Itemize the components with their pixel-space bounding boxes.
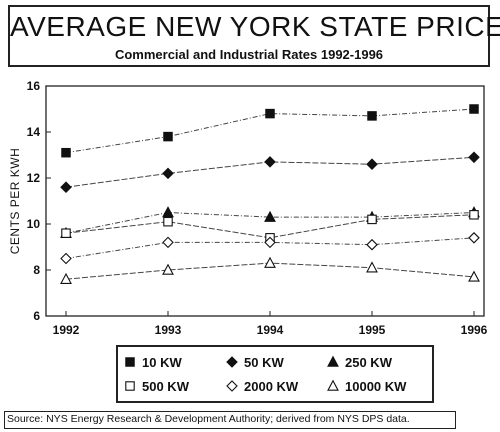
y-tick-label-8: 8 [33, 263, 40, 277]
y-tick-label-6: 6 [33, 309, 40, 323]
series-2000-kw [60, 232, 480, 265]
data-point [468, 270, 480, 282]
legend-marker [327, 379, 339, 391]
data-point [469, 104, 479, 114]
data-point [60, 252, 72, 265]
legend-item: 50 KW [226, 355, 284, 370]
data-point [367, 111, 377, 121]
series-line [65, 211, 475, 234]
x-tick-label-1993: 1993 [155, 323, 182, 337]
source-note: Source: NYS Energy Research & Developmen… [4, 411, 456, 429]
series-10000-kw [60, 256, 480, 284]
y-tick-label-10: 10 [27, 217, 41, 231]
data-point [468, 151, 480, 164]
legend-label: 500 KW [142, 379, 190, 394]
x-tick-label-1996: 1996 [461, 323, 488, 337]
data-point [162, 206, 174, 218]
legend-marker [327, 355, 339, 367]
data-point [162, 263, 174, 275]
data-point [60, 272, 72, 284]
plot-area-border [45, 85, 485, 317]
legend-item: 2000 KW [226, 379, 299, 394]
y-tick-label-12: 12 [27, 171, 41, 185]
data-point [163, 131, 173, 142]
y-tick-label-16: 16 [27, 79, 41, 93]
data-point [366, 261, 378, 273]
data-point [162, 167, 174, 180]
series-50-kw [60, 151, 480, 193]
data-point [264, 256, 276, 268]
chart-subtitle: Commercial and Industrial Rates 1992-199… [114, 47, 384, 62]
y-axis-label: CENTS PER KWH [8, 148, 22, 255]
legend-item: 250 KW [327, 355, 393, 370]
data-point [366, 158, 378, 170]
x-tick-label-1995: 1995 [359, 323, 386, 337]
data-point [469, 210, 479, 220]
x-tick-label-1994: 1994 [257, 323, 284, 337]
legend-label: 10000 KW [345, 379, 407, 394]
series-line [65, 237, 475, 259]
data-point [61, 228, 71, 238]
legend-label: 250 KW [345, 355, 393, 370]
legend-item: 500 KW [125, 379, 190, 394]
data-point [264, 236, 276, 249]
data-point [264, 156, 276, 168]
legend-label: 50 KW [244, 355, 284, 370]
data-point [264, 210, 276, 222]
x-tick-label-1992: 1992 [53, 323, 80, 337]
series-10-kw [61, 104, 479, 158]
series-250-kw [60, 206, 480, 238]
legend-marker [226, 380, 238, 392]
data-point [163, 216, 173, 227]
data-point [468, 232, 480, 244]
data-point [61, 147, 71, 158]
chart-title: AVERAGE NEW YORK STATE PRICES [10, 11, 500, 42]
data-point [367, 214, 377, 225]
data-point [366, 238, 378, 251]
y-tick-label-14: 14 [27, 125, 41, 139]
data-point [265, 108, 275, 119]
legend-label: 2000 KW [244, 379, 299, 394]
legend-marker [226, 356, 238, 368]
data-point [162, 236, 174, 249]
title-box: AVERAGE NEW YORK STATE PRICES Commercial… [8, 5, 500, 67]
legend-marker [125, 357, 135, 367]
data-point [60, 181, 72, 193]
legend-item: 10 KW [125, 355, 182, 370]
legend-marker [125, 381, 135, 391]
legend-item: 10000 KW [327, 379, 407, 394]
legend-label: 10 KW [142, 355, 182, 370]
legend-box [116, 345, 434, 403]
